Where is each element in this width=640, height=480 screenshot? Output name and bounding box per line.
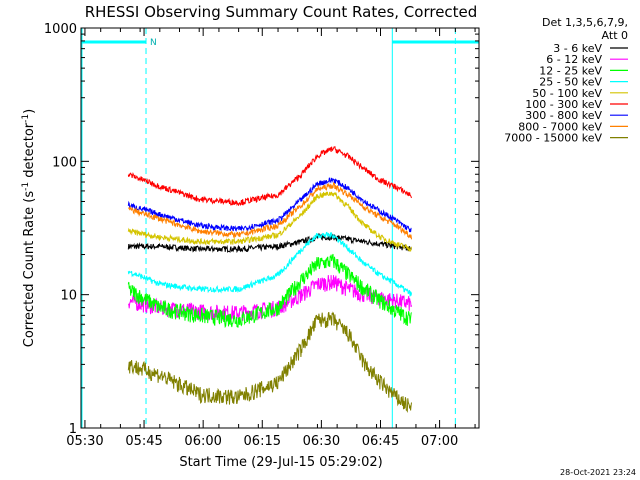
series-line <box>127 253 412 329</box>
y-tick-label: 1000 <box>44 22 77 37</box>
legend-header-attenuator: Att 0 <box>602 29 628 42</box>
legend-label: 25 - 50 keV <box>539 76 602 89</box>
y-axis: 1 10 100 1000 <box>44 22 479 437</box>
plot-frame <box>80 27 480 429</box>
legend-label: 800 - 7000 keV <box>518 120 602 133</box>
legend-label: 7000 - 15000 keV <box>504 132 602 145</box>
legend-label: 50 - 100 keV <box>532 87 602 100</box>
series-line <box>127 232 412 254</box>
y-axis-label: Corrected Count Rate (s-1 detector-1) <box>21 109 37 347</box>
chart-title: RHESSI Observing Summary Count Rates, Co… <box>85 3 478 21</box>
y-tick-label: 100 <box>52 155 77 170</box>
legend-label: 3 - 6 keV <box>553 42 602 55</box>
y-tick-label: 10 <box>60 289 77 304</box>
legend-label: 100 - 300 keV <box>525 98 602 111</box>
x-tick-label: 06:45 <box>362 434 399 449</box>
x-tick-label: 06:30 <box>303 434 340 449</box>
x-tick-label: 06:15 <box>244 434 281 449</box>
x-tick-label: 05:30 <box>66 434 103 449</box>
series-line <box>127 231 412 297</box>
saa-marker-label: N <box>150 38 157 48</box>
x-tick-label: 07:00 <box>421 434 458 449</box>
orbit-markers: N <box>81 28 479 428</box>
series-layer <box>127 145 412 414</box>
legend-label: 300 - 800 keV <box>525 109 602 122</box>
generated-timestamp: 28-Oct-2021 23:24 <box>560 468 636 477</box>
x-axis: 05:30 05:45 06:00 06:15 06:30 06:45 07:00 <box>66 28 476 449</box>
legend-label: 6 - 12 keV <box>546 53 602 66</box>
x-tick-label: 05:45 <box>125 434 162 449</box>
x-tick-label: 06:00 <box>184 434 221 449</box>
series-line <box>127 181 412 240</box>
x-axis-label: Start Time (29-Jul-15 05:29:02) <box>179 455 382 470</box>
series-line <box>127 145 412 207</box>
series-line <box>127 191 412 252</box>
legend-header-detectors: Det 1,3,5,6,7,9, <box>542 16 628 29</box>
y-tick-label: 1 <box>69 422 77 437</box>
series-line <box>127 311 412 414</box>
legend-label: 12 - 25 keV <box>539 64 602 77</box>
series-line <box>127 177 412 233</box>
